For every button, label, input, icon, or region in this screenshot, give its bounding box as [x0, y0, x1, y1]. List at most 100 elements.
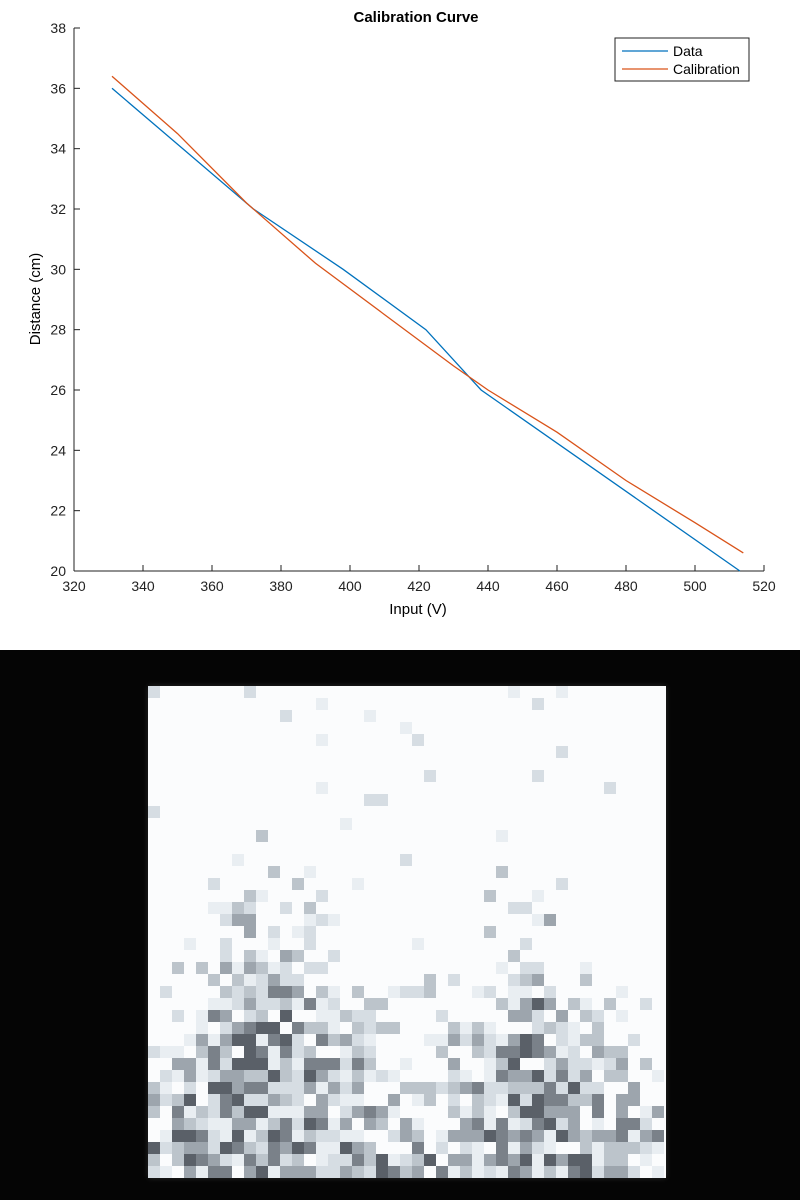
pixel-cell: [580, 1142, 592, 1154]
pixel-cell: [376, 794, 388, 806]
pixel-cell: [484, 1118, 496, 1130]
pixel-cell: [520, 974, 532, 986]
pixel-cell: [220, 1034, 232, 1046]
pixel-cell: [268, 938, 280, 950]
pixel-cell: [616, 1046, 628, 1058]
x-tick-label: 440: [476, 578, 500, 594]
pixel-cell: [472, 1142, 484, 1154]
pixel-cell: [208, 1118, 220, 1130]
pixel-cell: [244, 962, 256, 974]
pixel-cell: [340, 1166, 352, 1178]
pixel-cell: [460, 1082, 472, 1094]
pixel-cell: [580, 1034, 592, 1046]
pixel-cell: [256, 1010, 268, 1022]
pixel-cell: [388, 986, 400, 998]
pixel-cell: [316, 962, 328, 974]
pixel-cell: [268, 1154, 280, 1166]
pixel-cell: [436, 1046, 448, 1058]
pixel-cell: [352, 878, 364, 890]
pixel-cell: [616, 1154, 628, 1166]
pixel-cell: [208, 998, 220, 1010]
pixel-cell: [352, 1034, 364, 1046]
pixel-cell: [232, 1130, 244, 1142]
pixel-cell: [460, 1034, 472, 1046]
x-tick-label: 360: [200, 578, 224, 594]
pixel-cell: [280, 902, 292, 914]
pixel-cell: [196, 1166, 208, 1178]
pixel-cell: [292, 1022, 304, 1034]
pixel-cell: [244, 686, 256, 698]
pixel-cell: [244, 1130, 256, 1142]
pixel-cell: [316, 986, 328, 998]
pixel-cell: [280, 1166, 292, 1178]
pixel-cell: [268, 1094, 280, 1106]
pixel-cell: [628, 1094, 640, 1106]
pixel-cell: [148, 806, 160, 818]
pixel-cell: [256, 1034, 268, 1046]
pixel-cell: [244, 998, 256, 1010]
pixel-cell: [220, 902, 232, 914]
pixel-cell: [616, 1070, 628, 1082]
pixel-cell: [220, 1154, 232, 1166]
pixel-cell: [244, 1106, 256, 1118]
pixel-cell: [532, 962, 544, 974]
pixel-cell: [544, 1154, 556, 1166]
pixel-cell: [508, 1010, 520, 1022]
pixel-cell: [532, 1010, 544, 1022]
pixel-cell: [496, 1046, 508, 1058]
pixel-cell: [232, 986, 244, 998]
pixel-cell: [580, 1166, 592, 1178]
pixel-cell: [304, 926, 316, 938]
pixel-cell: [208, 1130, 220, 1142]
pixel-cell: [364, 998, 376, 1010]
pixel-cell: [556, 1034, 568, 1046]
pixel-cell: [448, 1154, 460, 1166]
pixel-cell: [544, 1022, 556, 1034]
pixel-cell: [556, 1046, 568, 1058]
pixel-cell: [556, 1154, 568, 1166]
pixel-cell: [400, 1082, 412, 1094]
pixel-cell: [400, 1058, 412, 1070]
pixel-cell: [280, 974, 292, 986]
pixel-cell: [280, 1142, 292, 1154]
pixel-cell: [472, 1082, 484, 1094]
pixel-cell: [340, 818, 352, 830]
pixel-cell: [232, 1106, 244, 1118]
pixel-cell: [244, 1034, 256, 1046]
pixel-cell: [256, 1082, 268, 1094]
pixel-cell: [316, 1022, 328, 1034]
y-tick-label: 28: [50, 322, 66, 338]
pixel-grid: [148, 686, 664, 1178]
pixel-cell: [232, 962, 244, 974]
pixel-cell: [592, 1142, 604, 1154]
pixel-cell: [268, 962, 280, 974]
pixel-cell: [628, 1034, 640, 1046]
pixel-cell: [280, 986, 292, 998]
pixel-cell: [520, 1142, 532, 1154]
pixel-cell: [556, 878, 568, 890]
pixel-cell: [484, 1022, 496, 1034]
pixel-cell: [316, 1106, 328, 1118]
pixel-cell: [328, 1034, 340, 1046]
pixel-cell: [640, 1118, 652, 1130]
pixel-cell: [352, 1046, 364, 1058]
pixel-cell: [304, 1166, 316, 1178]
pixel-cell: [376, 1106, 388, 1118]
pixel-cell: [424, 1034, 436, 1046]
pixel-cell: [652, 1130, 664, 1142]
x-tick-label: 340: [131, 578, 155, 594]
pixel-cell: [592, 1082, 604, 1094]
pixel-cell: [448, 1022, 460, 1034]
pixel-cell: [244, 926, 256, 938]
pixel-cell: [508, 902, 520, 914]
pixel-cell: [472, 1130, 484, 1142]
pixel-cell: [280, 1046, 292, 1058]
pixel-cell: [184, 1142, 196, 1154]
pixel-cell: [640, 1154, 652, 1166]
pixel-cell: [220, 1022, 232, 1034]
pixel-cell: [244, 1058, 256, 1070]
pixel-cell: [256, 1046, 268, 1058]
pixel-cell: [496, 1082, 508, 1094]
pixel-cell: [328, 1058, 340, 1070]
pixel-cell: [292, 878, 304, 890]
